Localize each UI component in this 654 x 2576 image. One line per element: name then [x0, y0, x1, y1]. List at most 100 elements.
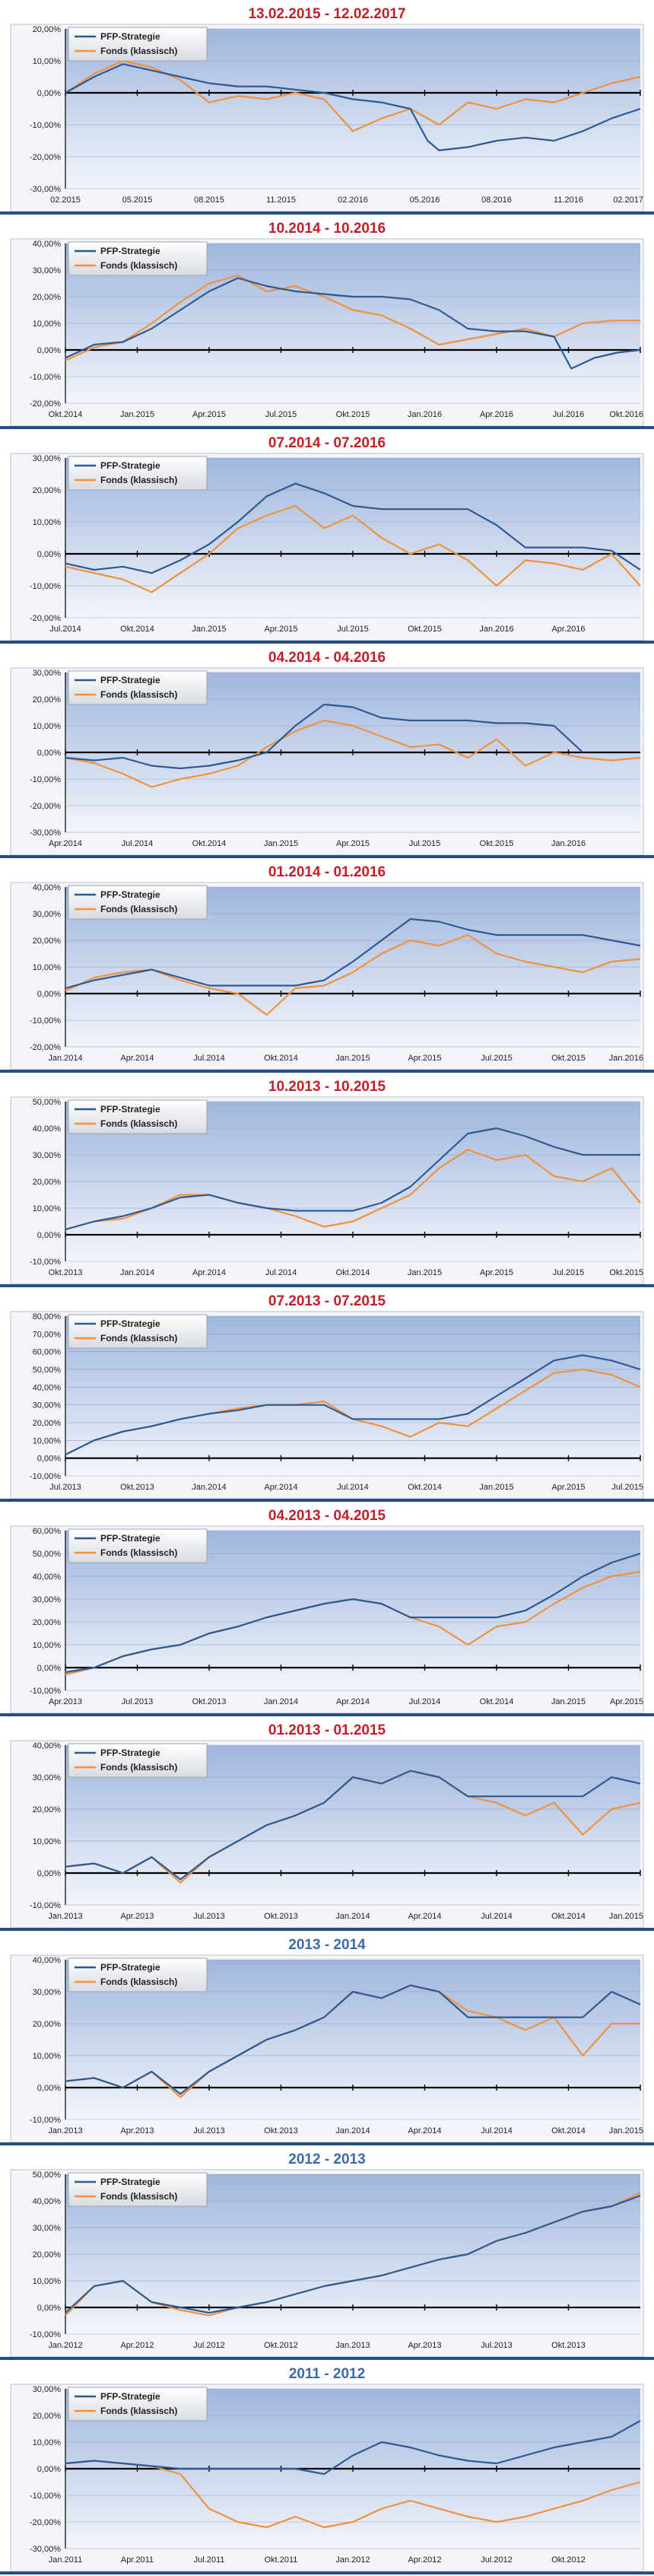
- x-tick-label: Okt.2011: [265, 2555, 298, 2565]
- chart-panel: 2013 - 2014 40,00% 30,00% 20,00% 10,00% 0,00%…: [0, 1931, 654, 2145]
- y-tick-label: 0,00%: [37, 1231, 61, 1240]
- chart-svg: 40,00%30,00%20,00%10,00%0,00%-10,00%Jan.…: [10, 1954, 644, 2143]
- x-tick-label: Okt.2014: [551, 2126, 586, 2136]
- x-tick-label: Apr.2013: [120, 2126, 154, 2136]
- legend-label: PFP-Strategie: [100, 2391, 160, 2402]
- x-tick-label: Jul.2014: [49, 625, 81, 634]
- y-tick-label: 20,00%: [33, 1618, 62, 1627]
- x-tick-label: Apr.2014: [49, 839, 82, 848]
- chart-panel: 2011 - 2012 30,00% 20,00% 10,00% 0,00% -10,00…: [0, 2360, 654, 2574]
- y-tick-label: 40,00%: [33, 883, 62, 892]
- legend: [68, 1314, 208, 1349]
- y-tick-label: 30,00%: [33, 266, 62, 275]
- chart-svg: 40,00% 30,00% 20,00% 10,00% 0,00% -10,00% -20,…: [10, 882, 644, 1070]
- y-tick-label: 0,00%: [37, 2304, 61, 2313]
- y-tick-label: -20,00%: [30, 153, 61, 162]
- x-tick-label: Jul.2014: [265, 1268, 297, 1277]
- y-tick-label: 20,00%: [33, 937, 62, 946]
- chart-panel: 01.2014 - 01.2016 40,00% 30,00% 20,00% 10,00…: [0, 858, 654, 1073]
- y-tick-label: 60,00%: [33, 1527, 62, 1536]
- x-tick-label: Apr.2014: [192, 1268, 226, 1277]
- legend-label: Fonds (klassisch): [100, 1333, 177, 1344]
- x-tick-label: Apr.2014: [408, 2126, 441, 2136]
- y-tick-label: -10,00%: [30, 2116, 61, 2125]
- y-tick-label: 10,00%: [33, 518, 62, 527]
- y-tick-label: 10,00%: [33, 722, 62, 731]
- x-tick-label: Jul.2013: [122, 1697, 154, 1706]
- y-tick-label: 20,00%: [33, 2250, 62, 2260]
- legend-label: Fonds (klassisch): [100, 475, 177, 485]
- x-tick-label: Jul.2012: [481, 2555, 513, 2565]
- series-line-strategy: [65, 703, 584, 770]
- chart-panel: 04.2013 - 04.2015 60,00% 50,00% 40,00% 30,00…: [0, 1502, 654, 1716]
- x-tick-label: Okt.2013: [264, 2126, 298, 2136]
- x-tick-label: 11.2015: [266, 196, 296, 205]
- x-tick-label: Jan.2014: [48, 1054, 82, 1063]
- x-tick-label: Okt.2014: [408, 1483, 442, 1492]
- y-tick-label: 50,00%: [33, 1550, 62, 1559]
- legend-label: PFP-Strategie: [100, 2177, 160, 2187]
- x-tick-label: Apr.2014: [120, 1054, 154, 1063]
- panel-separator: [0, 2142, 654, 2145]
- x-tick-label: Apr.2015: [551, 1483, 585, 1492]
- x-tick-label: Okt.2014: [120, 625, 154, 634]
- y-tick-label: 10,00%: [33, 1204, 62, 1213]
- x-tick-label: Jul.2014: [409, 1697, 441, 1706]
- chart-title: 10.2013 - 10.2015: [268, 1079, 386, 1095]
- y-tick-label: -20,00%: [30, 1043, 61, 1052]
- y-tick-label: 20,00%: [33, 25, 62, 34]
- series-line-fund: [65, 933, 641, 1016]
- legend: [68, 670, 208, 705]
- chart-panel: 07.2013 - 07.2015 80,00% 70,00% 60,00% 50,00…: [0, 1287, 654, 1502]
- panel-separator: [0, 2571, 654, 2574]
- legend-label: PFP-Strategie: [100, 1318, 160, 1329]
- x-tick-label: Jan.2015: [551, 1697, 586, 1706]
- y-tick-label: 10,00%: [33, 2277, 62, 2286]
- legend: [68, 1743, 208, 1778]
- x-tick-label: Okt.2015: [609, 1268, 643, 1277]
- y-tick-label: 30,00%: [33, 910, 62, 919]
- y-tick-label: 30,00%: [33, 1595, 62, 1604]
- x-tick-label: Jan.2013: [48, 1912, 82, 1921]
- y-tick-label: 50,00%: [33, 1366, 62, 1375]
- x-tick-label: Okt.2013: [49, 1268, 83, 1277]
- x-tick-label: 05.2015: [122, 196, 153, 205]
- y-tick-label: 40,00%: [33, 1573, 62, 1582]
- x-tick-label: Apr.2016: [480, 410, 513, 419]
- y-tick-label: -30,00%: [30, 2545, 61, 2554]
- x-tick-label: Apr.2015: [480, 1268, 513, 1277]
- x-tick-label: Jan.2016: [551, 839, 586, 848]
- y-tick-label: 0,00%: [37, 1455, 61, 1464]
- legend-label: PFP-Strategie: [100, 1748, 160, 1758]
- x-tick-label: Jul.2014: [481, 1912, 513, 1921]
- chart-svg: 50,00% 40,00% 30,00% 20,00% 10,00% 0,00% -10,0…: [10, 2169, 644, 2358]
- chart-panel: 13.02.2015 - 12.02.2017 20,00% 10,00% 0,00%…: [0, 0, 654, 215]
- chart-panel: 10.2014 - 10.2016 40,00% 30,00% 20,00% 10,00…: [0, 215, 654, 429]
- x-tick-label: Jul.2015: [481, 1054, 513, 1063]
- x-tick-label: Okt.2014: [480, 1697, 514, 1706]
- y-tick-label: 10,00%: [33, 1436, 62, 1445]
- series-line-strategy: [65, 2420, 641, 2476]
- y-tick-label: -20,00%: [30, 399, 61, 409]
- legend-label: Fonds (klassisch): [100, 1118, 177, 1129]
- panel-separator: [0, 1713, 654, 1716]
- x-tick-label: Okt.2014: [192, 839, 227, 848]
- y-tick-label: 40,00%: [33, 2197, 62, 2206]
- y-tick-label: 40,00%: [33, 1383, 62, 1392]
- y-tick-label: -10,00%: [30, 1016, 61, 1026]
- chart-panel: 01.2013 - 01.2015 40,00% 30,00% 20,00% 10,00…: [0, 1716, 654, 1931]
- series-line-strategy: [65, 1984, 641, 2095]
- x-tick-label: Okt.2014: [264, 1054, 298, 1063]
- panel-separator: [0, 1928, 654, 1931]
- y-tick-label: 30,00%: [33, 1988, 62, 1997]
- x-tick-label: Okt.2015: [336, 410, 370, 419]
- x-tick-label: Jan.2016: [408, 410, 442, 419]
- series-line-strategy: [65, 1770, 641, 1881]
- chart-svg: 30,00% 20,00% 10,00% 0,00% -10,00% -20,00% Jul…: [10, 453, 644, 641]
- x-tick-label: 02.2017: [613, 196, 643, 205]
- x-tick-label: Jan.2012: [335, 2555, 370, 2565]
- x-tick-label: Jul.2013: [49, 1483, 81, 1492]
- x-tick-label: Jan.2013: [48, 2126, 82, 2136]
- chart-svg: 30,00% 20,00% 10,00% 0,00% -10,00% -20,00% -30…: [10, 2384, 644, 2572]
- y-tick-label: -10,00%: [30, 1687, 61, 1696]
